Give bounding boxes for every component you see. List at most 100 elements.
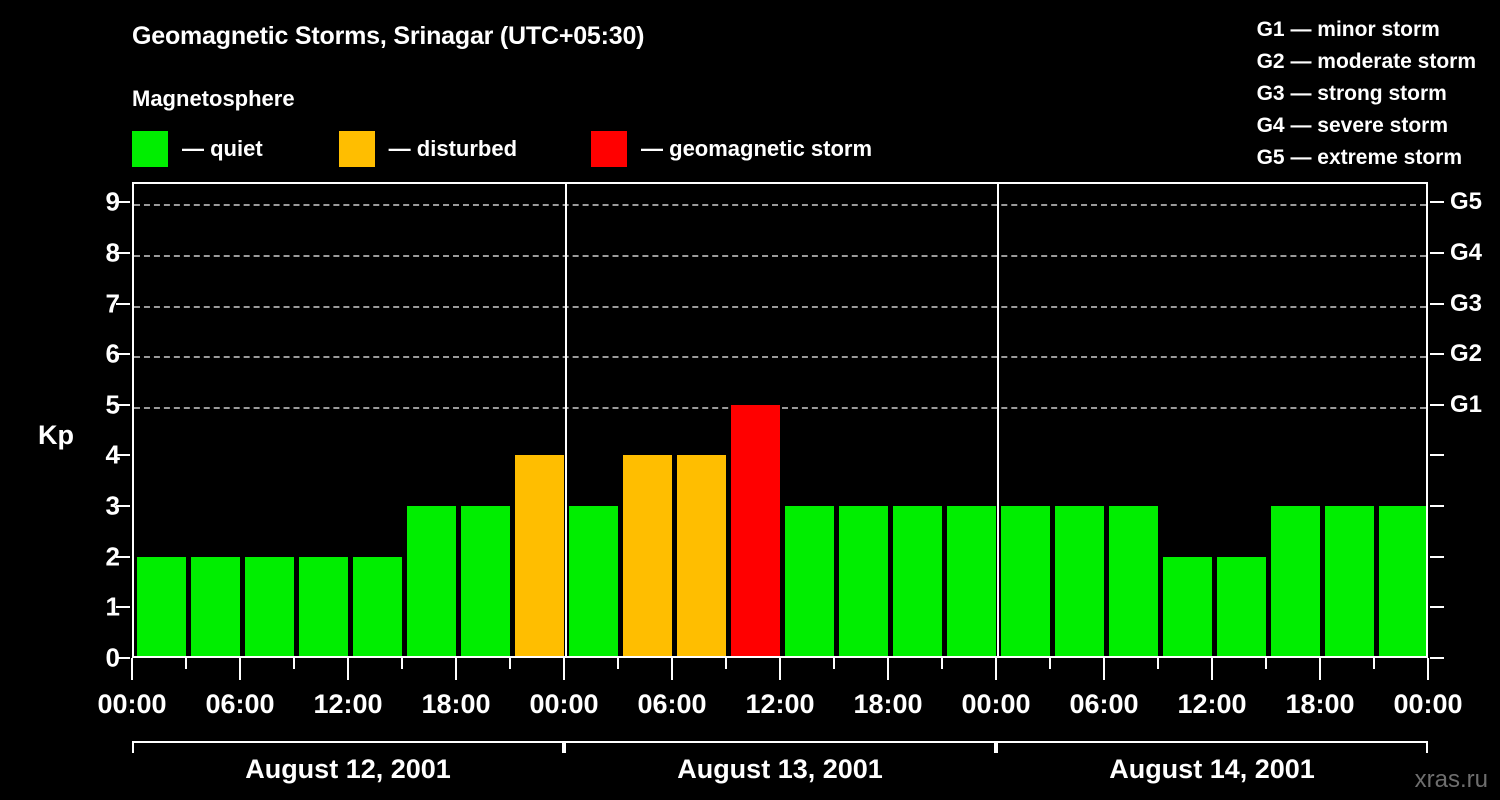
- x-tick-label-11: 18:00: [1285, 689, 1355, 719]
- bar-7[interactable]: [514, 455, 564, 658]
- x-tick-13: [833, 658, 835, 669]
- bar-17[interactable]: [1054, 506, 1104, 658]
- x-tick-7: [509, 658, 511, 669]
- x-tick-9: [617, 658, 619, 669]
- g-axis-tick-kp-7: [1430, 302, 1444, 305]
- x-tick-14: [887, 658, 889, 680]
- y-tick-label-5: 5: [105, 389, 120, 420]
- x-tick-2: [239, 658, 241, 680]
- x-tick-label-0: 00:00: [97, 689, 167, 719]
- y-tick-label-8: 8: [105, 237, 120, 268]
- bar-0[interactable]: [136, 556, 186, 658]
- g-axis-label-g4: G4: [1450, 238, 1483, 266]
- bar-2[interactable]: [244, 556, 294, 658]
- x-tick-label-8: 00:00: [961, 689, 1031, 719]
- bar-23[interactable]: [1378, 506, 1426, 658]
- bar-20[interactable]: [1216, 556, 1266, 658]
- g-axis-tick-kp-5: [1430, 403, 1444, 406]
- legend-entry-quiet: — quiet: [132, 131, 263, 167]
- x-tick-10: [671, 658, 673, 680]
- legend-swatch-quiet: [132, 131, 168, 167]
- bar-15[interactable]: [946, 506, 996, 658]
- x-tick-6: [455, 658, 457, 680]
- magnetosphere-section-label: Magnetosphere: [132, 86, 295, 111]
- x-tick-1: [185, 658, 187, 669]
- x-tick-label-4: 00:00: [529, 689, 599, 719]
- bar-14[interactable]: [892, 506, 942, 658]
- bar-8[interactable]: [568, 506, 618, 658]
- bar-10[interactable]: [676, 455, 726, 658]
- x-tick-0: [131, 658, 133, 680]
- bar-4[interactable]: [352, 556, 402, 658]
- g-axis-tick-kp-3: [1430, 505, 1444, 508]
- legend-swatch-disturbed: [338, 131, 375, 167]
- g-legend-row-g4: G4 — severe storm: [1256, 114, 1449, 137]
- g-axis-label-g5: G5: [1450, 188, 1483, 216]
- y-tick-label-2: 2: [105, 541, 120, 572]
- x-tick-18: [1103, 658, 1105, 680]
- x-tick-24: [1427, 658, 1429, 680]
- g-axis-label-g2: G2: [1450, 340, 1483, 368]
- x-tick-21: [1265, 658, 1267, 669]
- x-tick-15: [941, 658, 943, 669]
- bar-16[interactable]: [1000, 506, 1050, 658]
- y-tick-label-9: 9: [105, 186, 120, 217]
- y-tick-mark-7: [116, 302, 130, 305]
- x-tick-label-7: 18:00: [853, 689, 923, 719]
- date-label-3: August 14, 2001: [1109, 754, 1315, 784]
- bar-5[interactable]: [406, 506, 456, 658]
- watermark: xras.ru: [1414, 766, 1488, 793]
- gridline-kp-5: [134, 406, 1426, 409]
- g-axis-tick-kp-1: [1430, 606, 1444, 609]
- g-axis-tick-kp-0: [1430, 657, 1444, 659]
- x-tick-12: [779, 658, 781, 680]
- bar-12[interactable]: [784, 506, 834, 658]
- plot-inner: [134, 184, 1426, 658]
- bar-22[interactable]: [1324, 506, 1374, 658]
- g-axis-tick-kp-2: [1430, 555, 1444, 558]
- legend-swatch-storm: [591, 131, 628, 167]
- y-tick-mark-0: [116, 657, 130, 659]
- legend-label-disturbed: — disturbed: [388, 136, 518, 161]
- legend-entry-disturbed: — disturbed: [338, 131, 518, 167]
- gridline-kp-8: [134, 254, 1426, 257]
- day-separator-2: [997, 184, 999, 658]
- x-tick-23: [1373, 658, 1375, 669]
- y-tick-mark-9: [116, 201, 130, 204]
- g-legend-row-g5: G5 — extreme storm: [1256, 146, 1463, 169]
- g-axis-tick-kp-4: [1430, 454, 1444, 457]
- y-tick-mark-6: [116, 353, 130, 356]
- bar-13[interactable]: [838, 506, 888, 658]
- bar-11[interactable]: [730, 404, 780, 658]
- g-axis-tick-kp-8: [1430, 251, 1444, 254]
- day-separator-1: [565, 184, 567, 658]
- y-tick-mark-3: [116, 505, 130, 508]
- x-tick-label-5: 06:00: [637, 689, 707, 719]
- bar-3[interactable]: [298, 556, 348, 658]
- x-tick-3: [293, 658, 295, 669]
- bar-21[interactable]: [1270, 506, 1320, 658]
- legend-label-storm: — geomagnetic storm: [641, 136, 873, 161]
- y-axis-title: Kp: [38, 420, 74, 450]
- gridline-kp-7: [134, 305, 1426, 308]
- gridline-kp-9: [134, 204, 1426, 207]
- x-tick-label-3: 18:00: [421, 689, 491, 719]
- y-tick-label-3: 3: [105, 490, 120, 521]
- bar-1[interactable]: [190, 556, 240, 658]
- x-tick-11: [725, 658, 727, 669]
- bar-18[interactable]: [1108, 506, 1158, 658]
- x-tick-4: [347, 658, 349, 680]
- g-legend-row-g2: G2 — moderate storm: [1256, 50, 1476, 73]
- bar-9[interactable]: [622, 455, 672, 658]
- y-tick-label-0: 0: [105, 642, 120, 673]
- y-tick-label-6: 6: [105, 338, 120, 369]
- plot-area: [132, 182, 1428, 658]
- bar-19[interactable]: [1162, 556, 1212, 658]
- y-tick-label-1: 1: [105, 591, 120, 622]
- x-tick-label-1: 06:00: [205, 689, 275, 719]
- x-tick-label-10: 12:00: [1177, 689, 1247, 719]
- y-tick-mark-1: [116, 606, 130, 609]
- bar-6[interactable]: [460, 506, 510, 658]
- page-title: Geomagnetic Storms, Srinagar (UTC+05:30): [132, 22, 645, 50]
- g-axis-label-g1: G1: [1450, 390, 1483, 418]
